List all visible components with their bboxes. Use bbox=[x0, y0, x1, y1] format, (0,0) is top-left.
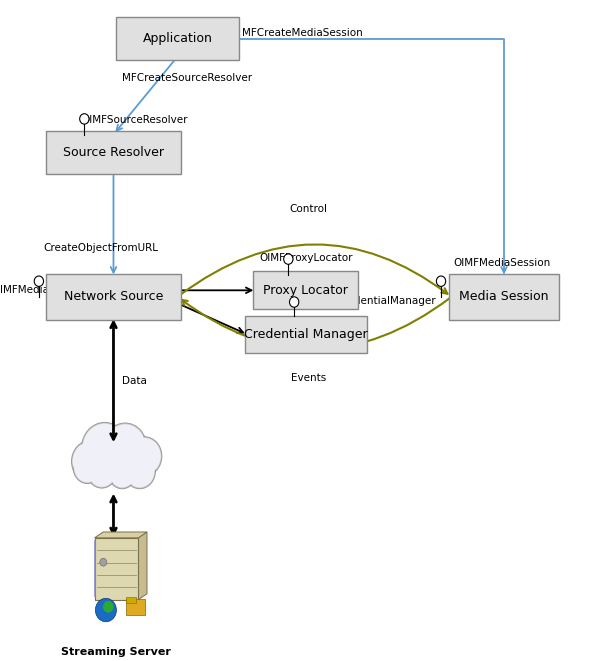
Text: MFCreateMediaSession: MFCreateMediaSession bbox=[242, 28, 362, 38]
FancyBboxPatch shape bbox=[46, 274, 181, 319]
Text: MFCreateSourceResolver: MFCreateSourceResolver bbox=[122, 73, 253, 83]
Text: IMFMediaSource: IMFMediaSource bbox=[0, 286, 85, 295]
FancyBboxPatch shape bbox=[253, 272, 358, 309]
Circle shape bbox=[82, 422, 128, 475]
Circle shape bbox=[289, 297, 299, 307]
Circle shape bbox=[105, 424, 146, 470]
Circle shape bbox=[74, 453, 100, 483]
FancyBboxPatch shape bbox=[245, 316, 367, 354]
Circle shape bbox=[103, 601, 113, 613]
Text: Control: Control bbox=[290, 204, 328, 214]
Circle shape bbox=[436, 276, 446, 286]
Circle shape bbox=[83, 424, 127, 473]
Circle shape bbox=[71, 441, 109, 483]
Text: OIMFProxyLocator: OIMFProxyLocator bbox=[259, 253, 353, 264]
Circle shape bbox=[95, 598, 116, 622]
Text: CreateObjectFromURL: CreateObjectFromURL bbox=[44, 243, 158, 253]
Circle shape bbox=[125, 455, 154, 487]
Circle shape bbox=[128, 438, 161, 475]
FancyBboxPatch shape bbox=[127, 599, 145, 615]
FancyBboxPatch shape bbox=[46, 132, 181, 174]
FancyBboxPatch shape bbox=[449, 274, 559, 319]
Polygon shape bbox=[138, 532, 147, 600]
Circle shape bbox=[34, 276, 44, 286]
Circle shape bbox=[80, 114, 89, 124]
Circle shape bbox=[86, 454, 117, 488]
Text: Application: Application bbox=[143, 32, 212, 45]
Circle shape bbox=[284, 254, 293, 264]
Text: OIMFMediaSession: OIMFMediaSession bbox=[453, 258, 551, 268]
Text: Data: Data bbox=[122, 375, 147, 386]
Circle shape bbox=[73, 442, 107, 481]
Circle shape bbox=[104, 423, 147, 471]
Circle shape bbox=[127, 437, 162, 476]
Text: IMFNetCredentialManager: IMFNetCredentialManager bbox=[300, 295, 436, 306]
Text: Network Source: Network Source bbox=[64, 290, 163, 303]
Text: Credential Manager: Credential Manager bbox=[244, 328, 368, 341]
Circle shape bbox=[124, 453, 155, 488]
Circle shape bbox=[108, 457, 136, 488]
Text: Media Session: Media Session bbox=[459, 290, 549, 303]
Circle shape bbox=[100, 559, 107, 566]
Circle shape bbox=[73, 452, 101, 484]
Text: Events: Events bbox=[291, 373, 326, 383]
FancyBboxPatch shape bbox=[95, 538, 138, 600]
FancyBboxPatch shape bbox=[127, 597, 136, 603]
Text: Source Resolver: Source Resolver bbox=[63, 146, 164, 159]
Text: Streaming Server: Streaming Server bbox=[61, 647, 172, 657]
FancyBboxPatch shape bbox=[116, 17, 239, 59]
Circle shape bbox=[109, 459, 135, 487]
Text: Proxy Locator: Proxy Locator bbox=[263, 284, 348, 297]
Circle shape bbox=[88, 455, 116, 486]
Text: OIMFSourceResolver: OIMFSourceResolver bbox=[82, 115, 188, 125]
Polygon shape bbox=[95, 532, 147, 538]
